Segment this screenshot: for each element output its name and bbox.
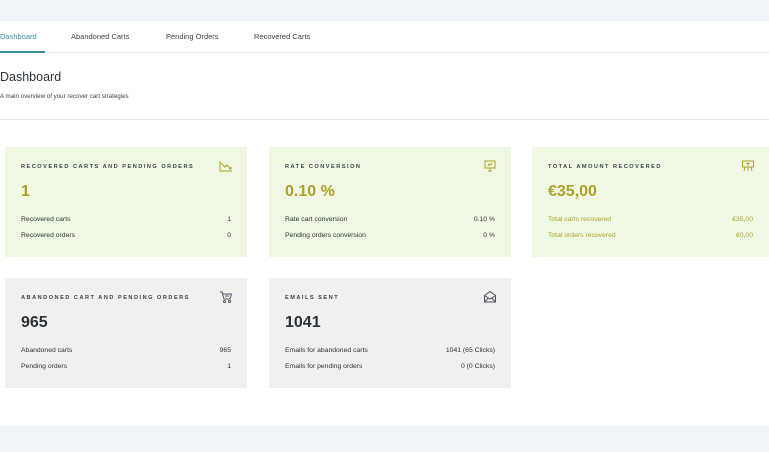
tab-bar: Dashboard Abandoned Carts Pending Orders… bbox=[0, 21, 769, 53]
card-row: Rate cart conversion 0.10 % bbox=[285, 216, 495, 226]
envelope-icon bbox=[483, 290, 497, 304]
card-row: Pending orders conversion 0 % bbox=[285, 232, 495, 242]
row-label: Rate cart conversion bbox=[285, 216, 348, 223]
row-label: Abandoned carts bbox=[21, 347, 73, 354]
row-value: 1 bbox=[227, 363, 231, 370]
card-row: Pending orders 1 bbox=[21, 363, 231, 373]
row-label: Total carts recovered bbox=[548, 216, 612, 223]
card-total-amount: TOTAL AMOUNT RECOVERED €35,00 Total cart… bbox=[532, 147, 769, 257]
card-title: EMAILS SENT bbox=[285, 295, 340, 301]
header-divider bbox=[0, 119, 769, 120]
money-board-icon bbox=[741, 159, 755, 173]
row-value: €0,00 bbox=[735, 232, 753, 239]
tab-pending-orders[interactable]: Pending Orders bbox=[166, 32, 219, 41]
row-value: 1041 (65 Clicks) bbox=[445, 347, 495, 354]
card-title: RATE CONVERSION bbox=[285, 164, 362, 170]
row-value: 965 bbox=[219, 347, 231, 354]
row-label: Pending orders conversion bbox=[285, 232, 366, 239]
card-row: Emails for pending orders 0 (0 Clicks) bbox=[285, 363, 495, 373]
card-row: Total carts recovered €35,00 bbox=[548, 216, 753, 226]
card-row: Abandoned carts 965 bbox=[21, 347, 231, 357]
row-label: Emails for abandoned carts bbox=[285, 347, 368, 354]
card-title: ABANDONED CART AND PENDING ORDERS bbox=[21, 295, 190, 301]
row-label: Recovered carts bbox=[21, 216, 71, 223]
row-value: €35,00 bbox=[732, 216, 753, 223]
tab-abandoned-carts[interactable]: Abandoned Carts bbox=[71, 32, 130, 41]
page-subtitle: A main overview of your recover cart str… bbox=[0, 93, 129, 100]
tab-dashboard[interactable]: Dashboard bbox=[0, 32, 37, 41]
row-label: Pending orders bbox=[21, 363, 68, 370]
card-value: 1 bbox=[21, 183, 30, 200]
card-row: Recovered carts 1 bbox=[21, 216, 231, 226]
card-value: 0.10 % bbox=[285, 183, 335, 200]
row-label: Recovered orders bbox=[21, 232, 76, 239]
row-value: 1 bbox=[227, 216, 231, 223]
card-emails-sent: EMAILS SENT 1041 Emails for abandoned ca… bbox=[269, 278, 511, 388]
row-label: Emails for pending orders bbox=[285, 363, 363, 370]
chart-down-icon bbox=[219, 159, 233, 173]
row-value: 0 % bbox=[483, 232, 495, 239]
card-row: Total orders recovered €0,00 bbox=[548, 232, 753, 242]
tab-recovered-carts[interactable]: Recovered Carts bbox=[254, 32, 311, 41]
card-rate-conversion: RATE CONVERSION 0.10 % Rate cart convers… bbox=[269, 147, 511, 257]
main-panel: Dashboard Abandoned Carts Pending Orders… bbox=[0, 21, 769, 426]
card-row: Emails for abandoned carts 1041 (65 Clic… bbox=[285, 347, 495, 357]
row-value: 0.10 % bbox=[473, 216, 495, 223]
card-row: Recovered orders 0 bbox=[21, 232, 231, 242]
row-value: 0 (0 Clicks) bbox=[461, 363, 495, 370]
card-recovered-carts: RECOVERED CARTS AND PENDING ORDERS 1 Rec… bbox=[5, 147, 247, 257]
card-value: €35,00 bbox=[548, 183, 597, 200]
card-value: 965 bbox=[21, 314, 48, 331]
page-title: Dashboard bbox=[0, 70, 62, 84]
cart-icon bbox=[219, 290, 233, 304]
active-tab-indicator bbox=[0, 51, 45, 53]
row-value: 0 bbox=[227, 232, 231, 239]
card-title: TOTAL AMOUNT RECOVERED bbox=[548, 164, 662, 170]
presentation-board-icon bbox=[483, 159, 497, 173]
card-value: 1041 bbox=[285, 314, 321, 331]
card-abandoned-carts: ABANDONED CART AND PENDING ORDERS 965 Ab… bbox=[5, 278, 247, 388]
card-title: RECOVERED CARTS AND PENDING ORDERS bbox=[21, 164, 195, 170]
row-label: Total orders recovered bbox=[548, 232, 616, 239]
